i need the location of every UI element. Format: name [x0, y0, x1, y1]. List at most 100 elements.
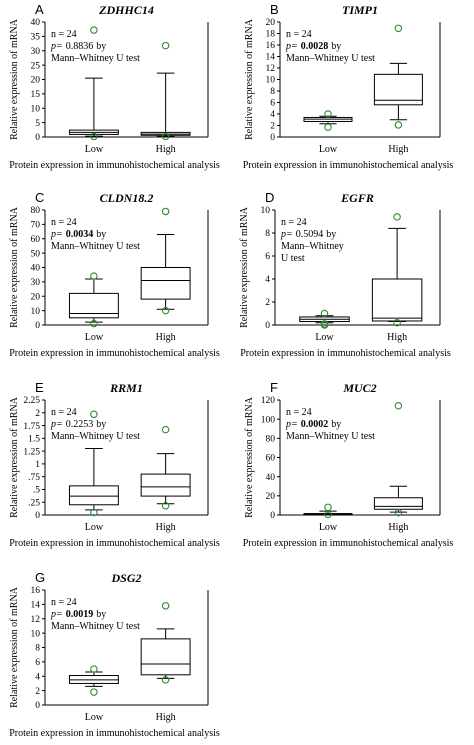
stats-p-value: 0.0028 — [301, 41, 329, 52]
outlier-point — [90, 410, 98, 419]
panel-letter: G — [35, 570, 45, 585]
x-axis-title: Protein expression in immunohistochemica… — [9, 160, 220, 171]
y-tick-label: 16 — [266, 41, 276, 51]
x-tick-label-high: High — [156, 332, 176, 343]
y-tick-label: 0 — [35, 511, 40, 521]
x-axis-title: Protein expression in immunohistochemica… — [243, 160, 454, 171]
stats-n: n = 24 — [286, 407, 312, 418]
x-tick-label-high: High — [388, 144, 408, 155]
stats-test-line: Mann–Whitney U test — [286, 431, 375, 442]
box-low — [303, 503, 353, 519]
stats-test-line: Mann–Whitney U test — [286, 53, 375, 64]
box-low — [303, 110, 353, 131]
y-tick-label: 40 — [31, 264, 41, 274]
outlier-point — [90, 319, 98, 328]
x-tick-label-low: Low — [319, 522, 338, 533]
y-tick-label: 25 — [31, 61, 41, 71]
outlier-point — [324, 123, 332, 131]
panel-letter: B — [270, 2, 279, 17]
y-tick-label: 4 — [265, 275, 270, 285]
y-tick-label: .75 — [28, 473, 40, 483]
x-tick-label-low: Low — [85, 712, 104, 723]
y-tick-label: 0 — [270, 511, 275, 521]
outlier-point — [393, 318, 401, 327]
y-tick-label: 2 — [265, 298, 270, 308]
box-low — [68, 26, 119, 141]
y-tick-label: 18 — [266, 30, 276, 40]
x-axis-title: Protein expression in immunohistochemica… — [243, 538, 454, 549]
stats-n: n = 24 — [281, 217, 307, 228]
y-tick-label: 1.25 — [23, 447, 40, 457]
panel-letter: E — [35, 380, 44, 395]
box-iqr — [140, 638, 191, 676]
y-tick-label: 20 — [31, 292, 41, 302]
panel-d: D EGFR 0 2 4 6 8 10 Relative expression of mRNA L… — [239, 190, 451, 359]
outlier-point — [90, 26, 98, 34]
y-tick-label: 1 — [35, 460, 40, 470]
x-tick-label-high: High — [156, 144, 176, 155]
y-tick-label: 50 — [31, 249, 41, 259]
y-tick-label: 0 — [35, 701, 40, 711]
box-iqr — [68, 292, 119, 319]
outlier-point — [161, 132, 170, 141]
box-high — [140, 207, 191, 315]
outlier-point — [161, 425, 170, 434]
box-high — [140, 41, 191, 141]
outlier-point — [320, 309, 329, 318]
x-axis-title: Protein expression in immunohistochemica… — [9, 728, 220, 739]
outlier-point — [161, 602, 170, 610]
stats-p-prefix: p= — [285, 419, 298, 430]
box-high — [140, 425, 191, 510]
outlier-point — [90, 665, 98, 673]
outlier-point — [161, 502, 170, 510]
y-tick-label: 12 — [266, 64, 276, 74]
stats-n: n = 24 — [51, 217, 77, 228]
panel-letter: D — [265, 190, 274, 205]
stats-n: n = 24 — [51, 407, 77, 418]
stats-n: n = 24 — [286, 29, 312, 40]
box-low — [68, 272, 119, 328]
y-tick-label: 35 — [31, 33, 41, 43]
outlier-point — [394, 121, 403, 129]
y-tick-label: 8 — [35, 644, 40, 654]
y-tick-label: 20 — [31, 76, 41, 86]
y-tick-label: 0 — [35, 321, 40, 331]
box-high — [373, 24, 423, 129]
stats-n: n = 24 — [51, 29, 77, 40]
stats-test-line: U test — [281, 253, 305, 264]
x-tick-label-high: High — [387, 332, 407, 343]
chart-title: EGFR — [340, 191, 374, 205]
x-tick-label-low: Low — [315, 332, 334, 343]
panel-a: A ZDHHC14 0 5 10 15 20 25 30 35 40 Relative express… — [9, 2, 220, 171]
outlier-point — [394, 401, 403, 410]
stats-p-value: 0.0002 — [301, 419, 329, 430]
panel-letter: C — [35, 190, 44, 205]
y-tick-label: 70 — [31, 221, 41, 231]
y-tick-label: 5 — [35, 119, 40, 129]
y-tick-label: 10 — [31, 307, 41, 317]
stats-p: p= 0.0028 by — [285, 41, 341, 52]
y-tick-label: 20 — [266, 18, 276, 28]
box-low — [68, 410, 119, 517]
x-axis-title: Protein expression in immunohistochemica… — [240, 348, 451, 359]
stats-p: p= 0.0019 by — [50, 609, 106, 620]
stats-p-prefix: p= — [50, 41, 63, 52]
x-tick-label-low: Low — [319, 144, 338, 155]
y-tick-label: 20 — [266, 492, 276, 502]
chart-title: TIMP1 — [342, 3, 378, 17]
y-tick-label: 8 — [270, 87, 275, 97]
stats-p: p= 0.5094 by — [280, 229, 336, 240]
outlier-point — [394, 508, 403, 517]
outlier-point — [324, 503, 332, 512]
stats-test-line: by — [96, 41, 106, 52]
outlier-point — [90, 688, 98, 696]
stats-p-prefix: p= — [50, 229, 63, 240]
outlier-point — [161, 41, 170, 50]
y-tick-label: 120 — [261, 396, 276, 406]
y-tick-label: 2 — [35, 687, 40, 697]
y-tick-label: 2 — [270, 122, 275, 132]
chart-title: MUC2 — [342, 381, 376, 395]
stats-test-line: by — [96, 609, 106, 620]
panel-f: F MUC2 0 20 40 60 80 100 120 Relative expression … — [243, 380, 454, 549]
